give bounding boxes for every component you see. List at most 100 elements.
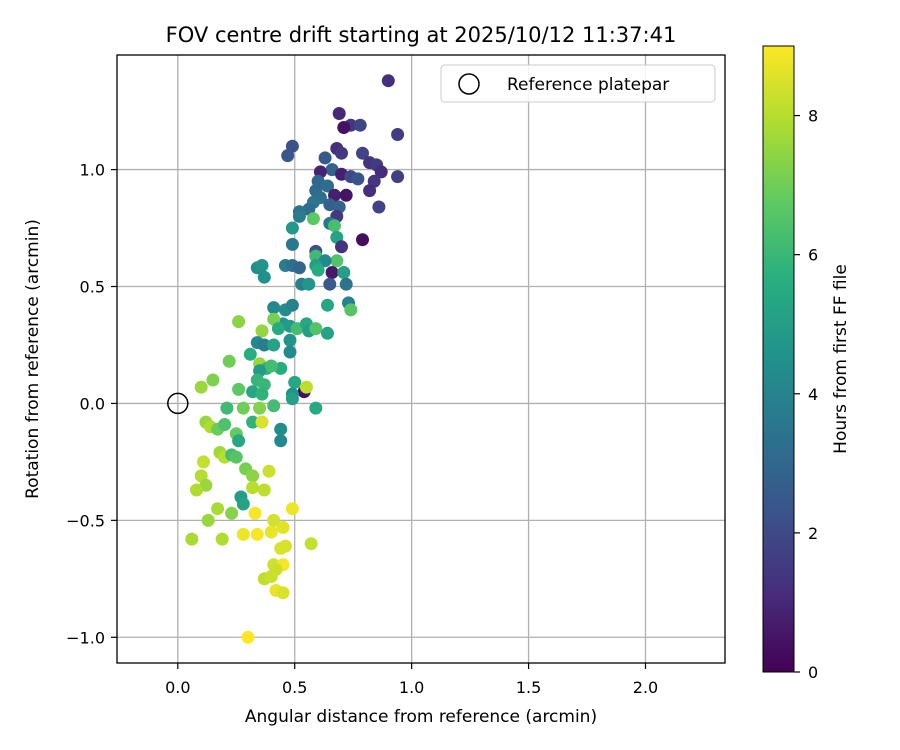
data-point	[283, 333, 297, 347]
data-point	[339, 277, 353, 291]
data-point	[332, 107, 346, 120]
data-point	[264, 359, 278, 373]
data-point	[206, 373, 220, 387]
data-point	[250, 527, 264, 541]
data-point	[232, 382, 246, 396]
data-point	[236, 401, 250, 415]
data-point	[292, 261, 306, 275]
data-point	[255, 387, 269, 401]
x-tick-label: 2.0	[633, 678, 658, 697]
data-point	[236, 497, 250, 511]
data-point	[363, 184, 377, 198]
data-point	[335, 240, 348, 254]
colorbar-label: Hours from first FF file	[831, 264, 851, 454]
reference-marker-layer	[167, 392, 189, 415]
data-point	[381, 74, 395, 88]
data-point	[292, 209, 306, 223]
data-point	[372, 200, 386, 214]
data-point	[253, 401, 267, 415]
data-point	[257, 483, 271, 497]
data-point	[222, 354, 236, 368]
data-point	[321, 179, 334, 193]
data-point	[337, 266, 351, 279]
data-point	[391, 128, 405, 141]
x-tick-label: 1.5	[516, 678, 541, 697]
data-points	[185, 74, 405, 644]
data-point	[274, 422, 288, 436]
data-point	[309, 401, 323, 415]
data-point	[285, 502, 299, 516]
data-point	[215, 532, 229, 546]
y-tick-label: 0.5	[80, 278, 105, 297]
grid-lines	[117, 55, 725, 663]
data-point	[201, 513, 215, 527]
data-point	[356, 233, 369, 247]
data-point	[211, 502, 225, 516]
data-point	[197, 455, 210, 469]
data-point	[311, 263, 325, 277]
data-point	[218, 418, 232, 431]
data-point	[274, 541, 288, 555]
data-point	[335, 146, 348, 160]
data-point	[306, 212, 320, 226]
data-point	[274, 434, 288, 448]
data-point	[243, 347, 257, 361]
x-tick-label: 0.5	[282, 678, 307, 697]
data-point	[323, 277, 337, 291]
data-point	[285, 237, 299, 251]
legend-marker-icon	[458, 73, 480, 95]
data-point	[339, 188, 353, 202]
data-point	[299, 380, 313, 394]
data-point	[246, 469, 260, 483]
data-point	[229, 450, 243, 464]
data-point	[257, 270, 271, 284]
data-point	[267, 338, 281, 352]
data-point	[344, 303, 358, 317]
colorbar-tick-label: 2	[808, 524, 818, 543]
data-point	[391, 170, 405, 184]
data-point	[276, 520, 290, 534]
plot-frame	[116, 54, 726, 664]
reference-platepar-marker	[167, 392, 189, 415]
data-point	[225, 506, 239, 520]
data-point	[255, 415, 269, 429]
data-point	[241, 630, 255, 644]
data-point	[309, 322, 323, 336]
colorbar-ticks: 0 2 4 6 8	[794, 107, 818, 682]
legend-entry-label: Reference platepar	[507, 75, 669, 95]
data-point	[232, 434, 246, 448]
data-point	[246, 481, 260, 495]
data-point	[328, 219, 341, 233]
data-point	[264, 570, 278, 583]
y-axis-label: Rotation from reference (arcmin)	[23, 219, 43, 499]
data-point	[374, 165, 388, 179]
data-point	[246, 415, 260, 429]
legend-box	[440, 64, 716, 103]
data-point	[337, 121, 351, 134]
data-point	[276, 586, 290, 600]
y-tick-label: 1.0	[80, 161, 105, 180]
colorbar-tick-label: 6	[808, 246, 818, 265]
colorbar-tick-label: 8	[808, 107, 818, 126]
data-point	[356, 146, 369, 160]
x-tick-label: 0.0	[165, 678, 190, 697]
data-point	[190, 483, 203, 497]
colorbar-tick-label: 0	[808, 663, 818, 682]
data-point	[264, 525, 278, 539]
data-point	[330, 254, 344, 268]
data-point	[288, 375, 302, 389]
data-point	[262, 464, 276, 478]
data-point	[248, 506, 262, 520]
data-point	[255, 259, 269, 272]
data-point	[285, 392, 299, 406]
chart-title: FOV centre drift starting at 2025/10/12 …	[166, 23, 677, 47]
data-point	[255, 324, 269, 338]
data-point	[318, 151, 332, 165]
data-point	[267, 513, 281, 527]
data-point	[351, 172, 365, 186]
data-point	[325, 266, 339, 279]
data-point	[267, 301, 281, 315]
colorbar-gradient	[762, 45, 795, 673]
